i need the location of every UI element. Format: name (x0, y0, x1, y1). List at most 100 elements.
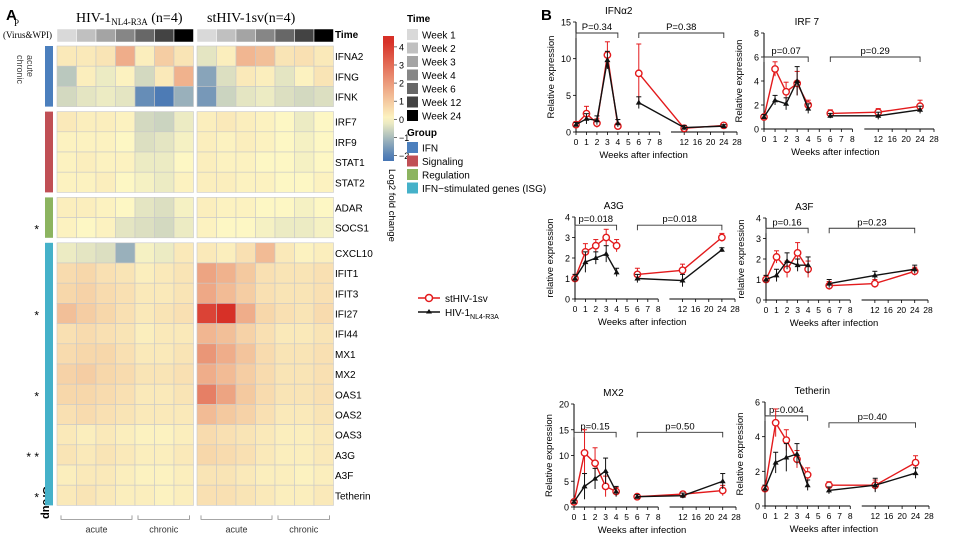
heatmap-cell (154, 262, 175, 284)
heatmap-cell (313, 65, 334, 87)
y-tick-label: 8 (754, 29, 759, 39)
series-line (828, 462, 916, 486)
data-point-hiv (582, 259, 589, 265)
heatmap-cell (134, 86, 155, 107)
y-tick-label: 5 (564, 477, 569, 487)
x-tick-label: 12 (678, 304, 688, 314)
y-tick-label: 0 (566, 128, 571, 138)
y-tick-label: 0 (754, 125, 759, 135)
heatmap-cell (56, 171, 77, 193)
data-point-hiv (572, 275, 578, 281)
heatmap-cell (115, 444, 136, 466)
x-tick-label: 2 (593, 512, 598, 522)
heatmap-cell (196, 383, 217, 405)
x-tick-label: 0 (573, 304, 578, 314)
chart-title: A3F (795, 202, 813, 213)
pvalue-label: p=0.018 (578, 214, 613, 225)
heatmap-cell (173, 111, 194, 133)
heatmap-cell (313, 383, 334, 405)
gene-label: SOCS1 (335, 224, 369, 235)
x-tick-label: 6 (827, 511, 832, 521)
heatmap-cell (95, 303, 116, 324)
heatmap-cell (235, 217, 256, 239)
heatmap-cell (274, 86, 295, 107)
heatmap-cell (274, 303, 295, 324)
data-point-hiv (827, 112, 834, 118)
heatmap-cell (76, 45, 97, 67)
heatmap-cell (95, 86, 116, 107)
time-legend-swatch (407, 56, 418, 67)
data-point-sthiv (771, 65, 779, 73)
heatmap-cell (294, 323, 315, 345)
heatmap-cell (76, 404, 97, 425)
heatmap-cell (173, 404, 194, 425)
x-tick-label: 7 (645, 512, 650, 522)
heatmap-cell (134, 404, 155, 425)
heatmap-cell (235, 464, 256, 486)
y-tick-label: 4 (755, 432, 760, 442)
heatmap-cell (134, 111, 155, 133)
x-tick-label: 5 (816, 511, 821, 521)
x-axis-label: Weeks after infection (599, 150, 688, 161)
x-tick-label: 8 (850, 134, 855, 144)
heatmap-cell (134, 262, 155, 284)
time-legend-label: Week 24 (422, 112, 462, 123)
heatmap-cell (173, 171, 194, 193)
heatmap-cell (134, 444, 155, 466)
heatmap-cell (235, 323, 256, 345)
heatmap-cell (134, 131, 155, 153)
x-tick-label: 2 (595, 137, 600, 147)
heatmap-cell (313, 262, 334, 284)
heatmap-cell (76, 217, 97, 239)
heatmap-cell (95, 111, 116, 133)
heatmap-cell (274, 444, 295, 466)
heatmap-cell (95, 323, 116, 345)
column-group-label: acute (225, 524, 247, 534)
heatmap-cell (294, 464, 315, 486)
time-legend-label: Week 6 (422, 85, 456, 96)
gene-label: A3F (335, 471, 353, 482)
heatmap-cell (235, 424, 256, 446)
heatmap-cell (196, 343, 217, 365)
heatmap-cell (154, 484, 175, 506)
heatmap-cell (56, 343, 77, 365)
x-tick-label: 20 (704, 304, 714, 314)
heatmap-cell (154, 424, 175, 446)
y-axis-label: Relative expression (546, 36, 557, 119)
heatmap-cell (255, 217, 276, 239)
heatmap-cell (154, 404, 175, 425)
heatmap-cell (76, 464, 97, 486)
x-tick-label: 7 (645, 304, 650, 314)
heatmap-cell (196, 151, 217, 173)
heatmap-cell (216, 303, 237, 324)
series-line (638, 72, 724, 130)
x-tick-label: 3 (795, 511, 800, 521)
heatmap-cell (255, 65, 276, 87)
group-legend-label: IFN−stimulated genes (ISG) (422, 184, 546, 195)
data-point-hiv (912, 470, 919, 476)
heatmap-cell (134, 363, 155, 385)
data-point-hiv (720, 123, 727, 129)
x-tick-label: 3 (603, 512, 608, 522)
group-legend-swatch (407, 182, 418, 194)
heatmap-cell (76, 383, 97, 405)
heatmap-cell (274, 242, 295, 264)
heatmap-cell (56, 424, 77, 446)
heatmap-cell (274, 363, 295, 385)
heatmap-cell (294, 424, 315, 446)
series-line (575, 60, 619, 126)
heatmap-cell (235, 131, 256, 153)
x-axis-label: Weeks after infection (790, 524, 879, 535)
x-tick-label: 28 (923, 305, 933, 315)
x-tick-label: 1 (584, 137, 589, 147)
x-tick-label: 24 (910, 305, 920, 315)
y-tick-label: 10 (561, 54, 571, 64)
heatmap-cell (255, 86, 276, 107)
significance-star: * (34, 309, 39, 323)
heatmap-cell (95, 65, 116, 87)
heatmap-cell (115, 151, 136, 173)
x-axis-label: Weeks after infection (598, 317, 687, 328)
gene-label: IFIT3 (335, 289, 359, 300)
heatmap-cell (216, 484, 237, 506)
